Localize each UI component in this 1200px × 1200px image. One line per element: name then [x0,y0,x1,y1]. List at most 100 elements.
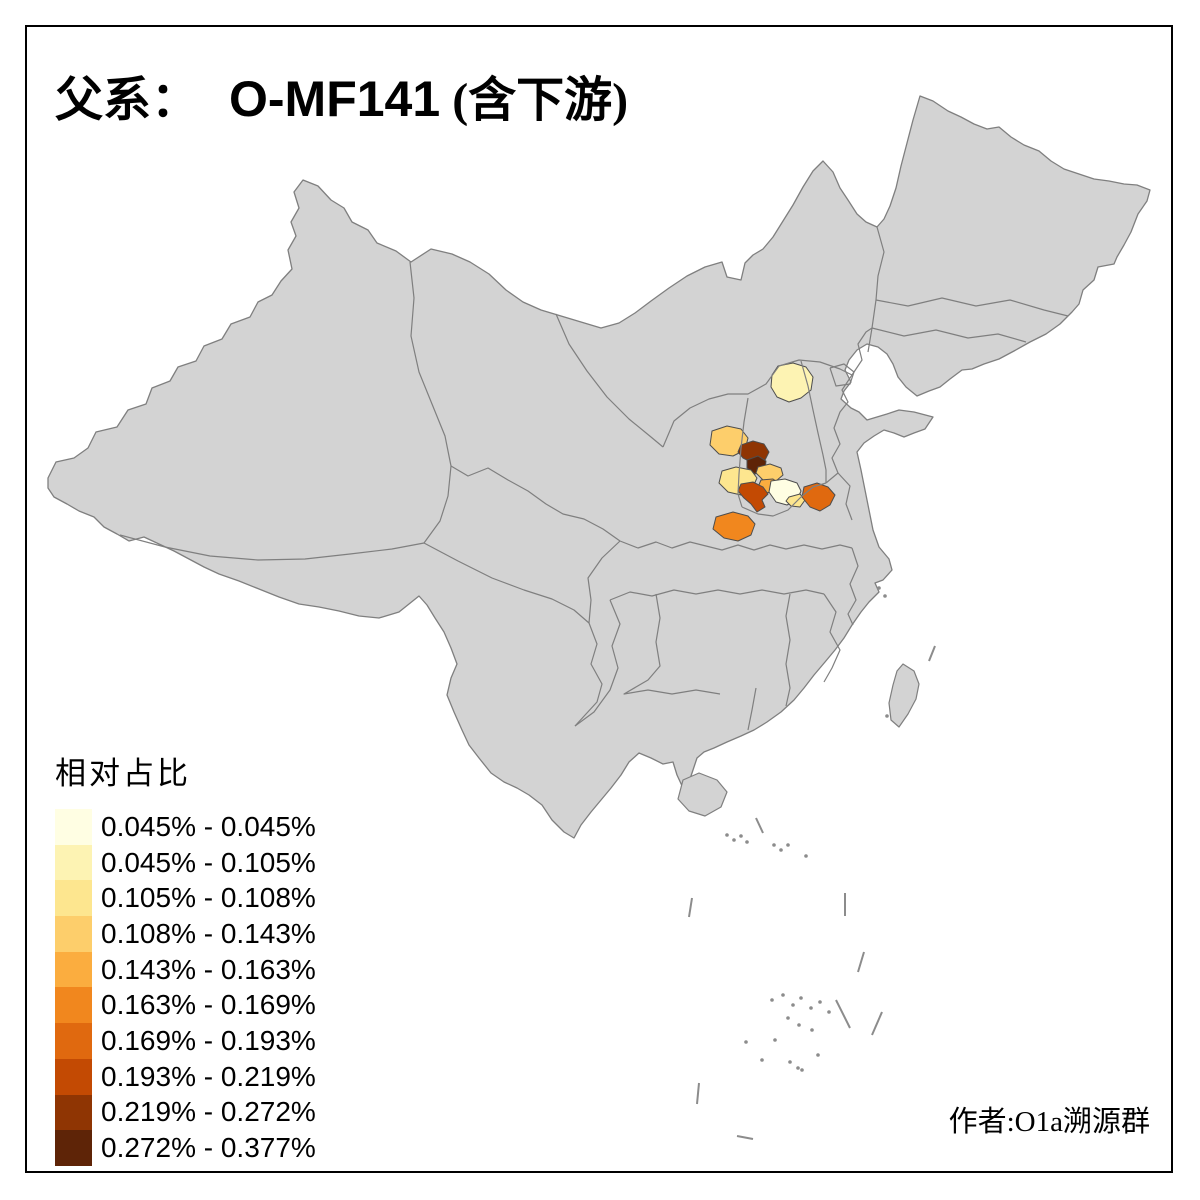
title-prefix: 父系： [55,74,200,127]
sea-islet-dot [781,993,785,997]
legend-row: 0.219% - 0.272% [55,1094,316,1131]
sea-islet-dot [800,1068,804,1072]
title-haplogroup: O-MF141 [229,71,441,127]
sea-islet-dash [688,897,693,918]
highlighted-prefecture [770,362,814,403]
legend-row: 0.045% - 0.045% [55,809,316,845]
province-border [823,593,841,683]
legend-label: 0.045% - 0.045% [101,810,316,842]
sea-islet-dash [755,817,764,834]
legend-row: 0.143% - 0.163% [55,951,316,988]
province-border [785,593,791,707]
taiwan-island [888,663,920,728]
sea-islet-dot [797,1023,801,1027]
legend-swatch [55,1094,92,1131]
sea-islet-dot [773,1038,777,1042]
legend-swatch [55,916,92,952]
province-border [851,327,873,376]
province-border [587,540,621,624]
province-border [574,599,621,727]
sea-islet-dash [871,1011,883,1036]
province-border [875,297,1069,317]
province-border [747,687,757,731]
sea-islet-dot [745,840,749,844]
legend-row: 0.045% - 0.105% [55,844,316,881]
sea-islet-dot [804,854,808,858]
province-border [119,534,425,561]
legend-swatch [55,1130,92,1166]
sea-islet-dot [786,843,790,847]
province-border [555,313,664,448]
legend-label: 0.219% - 0.272% [101,1096,316,1128]
sea-islet-dot [732,838,736,842]
legend-label: 0.143% - 0.163% [101,953,316,985]
sea-islet-dot [739,834,743,838]
legend-label: 0.108% - 0.143% [101,917,316,949]
sea-islet-dot [788,1060,792,1064]
author-credit: 作者:O1a溯源群 [948,1106,1150,1138]
sea-islet-dot [791,1003,795,1007]
highlighted-prefecture [712,511,756,542]
legend-label: 0.193% - 0.219% [101,1060,316,1092]
sea-islet-dot [816,1053,820,1057]
province-border [837,472,853,521]
highlighted-prefecture [755,463,784,482]
sea-islet-dash [857,951,865,973]
sea-islet-dash [835,999,851,1029]
province-border [741,482,827,517]
province-border [800,360,827,483]
province-border [619,540,853,551]
sea-islet-dash [736,1135,754,1140]
legend-title: 相对占比 [55,756,191,791]
title-suffix: (含下游) [440,74,629,127]
legend-swatch [55,951,92,988]
sea-islet-dot [760,1058,764,1062]
plot-frame [25,25,1173,1173]
legend-swatch [55,880,92,917]
sea-islet-dot [770,998,774,1002]
province-border [450,465,621,542]
legend-swatch [55,1023,92,1059]
province-border [825,374,853,484]
legend-row: 0.108% - 0.143% [55,916,316,952]
sea-islet-dash [696,1082,700,1105]
sea-islet-dash [928,645,936,662]
legend-label: 0.105% - 0.108% [101,882,316,914]
province-border [662,359,853,448]
legend-label: 0.272% - 0.377% [101,1132,316,1164]
legend-swatch [55,1058,92,1095]
province-border [871,327,1027,343]
province-border [623,593,721,695]
legend-label: 0.163% - 0.169% [101,989,316,1021]
legend-row: 0.169% - 0.193% [55,1023,316,1059]
legend-row: 0.163% - 0.169% [55,987,316,1024]
legend-swatch [55,987,92,1024]
legend-swatch [55,809,92,845]
sea-islet-dot [827,1010,831,1014]
legend-label: 0.169% - 0.193% [101,1024,316,1056]
china-mainland [47,95,1151,839]
sea-islet-dot [772,843,776,847]
legend-swatch [55,844,92,881]
sea-islet-dot [796,1066,800,1070]
sea-islet-dot [779,848,783,852]
hainan-island [677,772,728,817]
legend-row: 0.272% - 0.377% [55,1130,316,1166]
sea-islet-dot [809,1006,813,1010]
province-border [409,261,452,544]
legend-row: 0.105% - 0.108% [55,880,316,917]
sea-islet-dot [877,586,881,590]
sea-islet-dot [744,1040,748,1044]
province-border [737,397,749,508]
sea-islet-dot [885,714,889,718]
province-border [829,363,855,387]
sea-islet-dot [799,996,803,1000]
sea-islet-dot [883,594,887,598]
sea-islet-dot [725,833,729,837]
province-border [867,226,885,353]
province-border [847,547,859,626]
sea-islet-dot [810,1028,814,1032]
legend-rows: 0.045% - 0.045% 0.045% - 0.105% 0.105% - 0… [55,809,316,1166]
highlighted-prefecture [737,481,769,513]
